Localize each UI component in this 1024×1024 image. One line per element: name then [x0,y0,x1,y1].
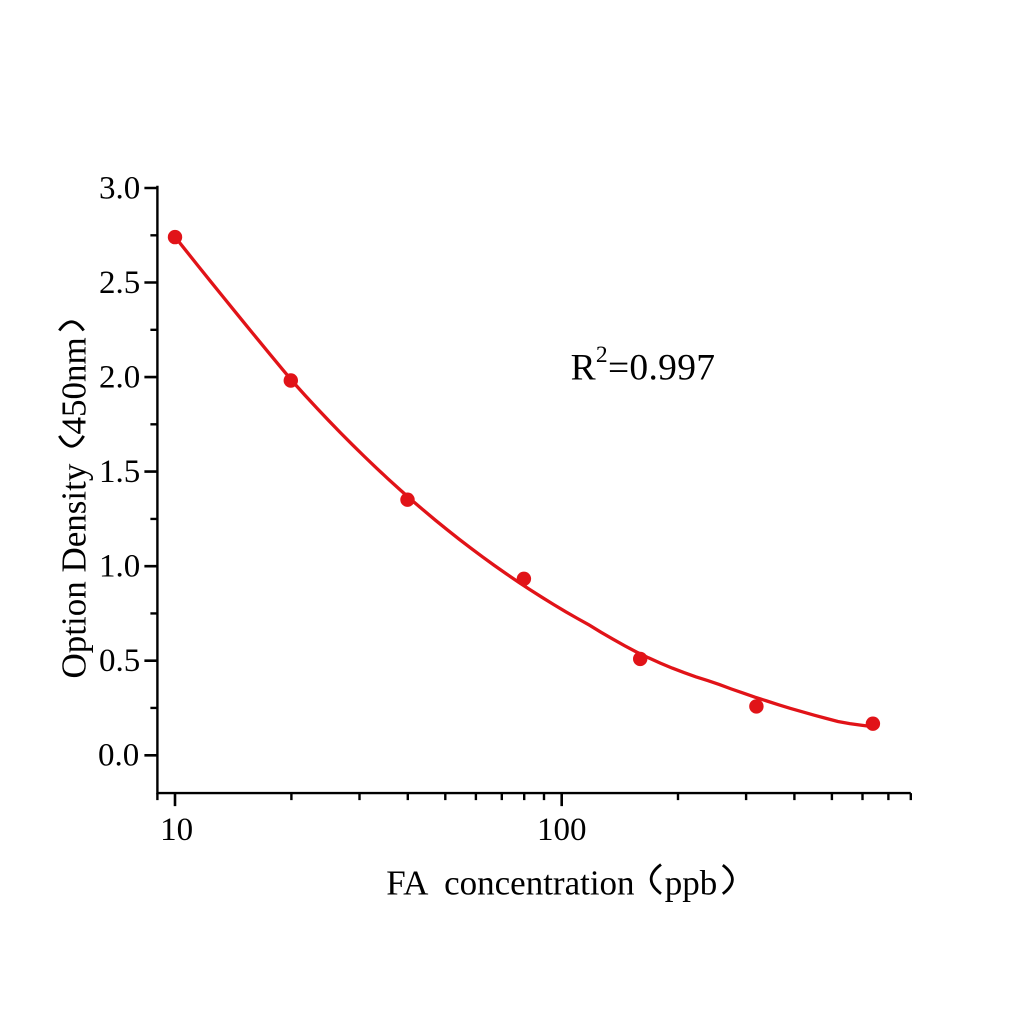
svg-text:concentration: concentration [444,864,634,903]
svg-text:1.5: 1.5 [99,454,140,490]
svg-text:FA: FA [386,864,429,903]
svg-text:10: 10 [160,812,193,848]
svg-text:R2=0.997: R2=0.997 [571,342,716,389]
svg-text:0.5: 0.5 [99,643,140,679]
svg-text:0.0: 0.0 [98,738,139,774]
svg-text:1.0: 1.0 [99,549,140,585]
svg-text:2.5: 2.5 [99,265,140,301]
svg-text:3.0: 3.0 [99,170,140,206]
svg-text:ppb: ppb [665,864,718,903]
svg-text:100: 100 [537,812,587,848]
svg-text:450nm: 450nm [54,337,93,434]
svg-text:2.0: 2.0 [99,360,140,396]
svg-text:Option Density: Option Density [54,463,93,678]
